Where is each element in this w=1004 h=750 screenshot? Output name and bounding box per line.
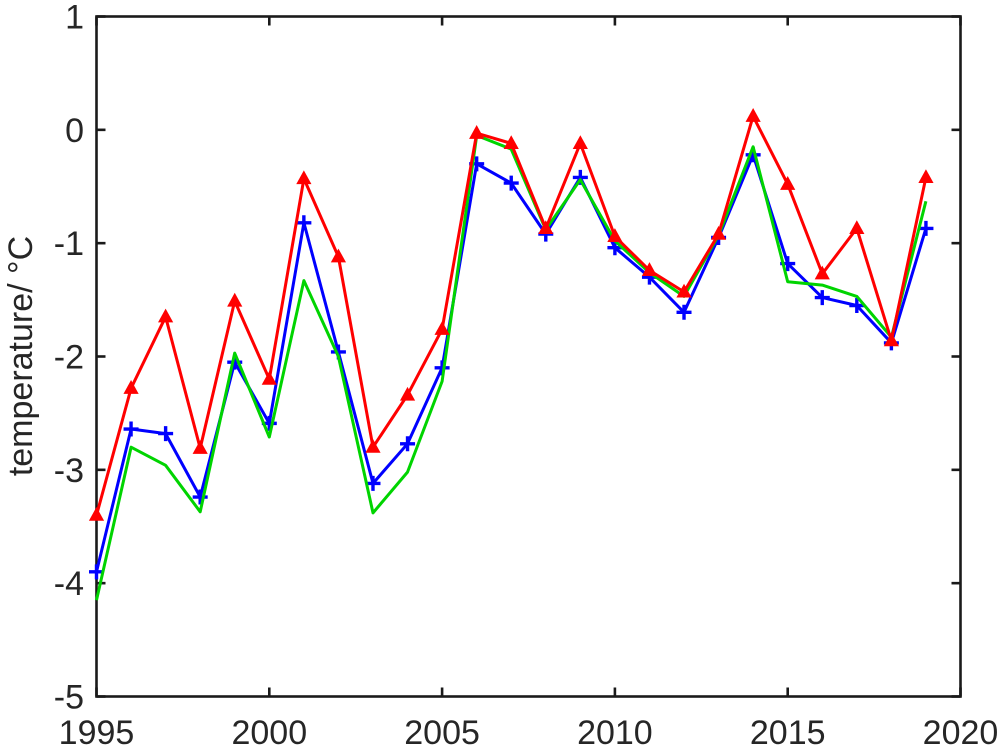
triangle-marker: [918, 169, 934, 184]
plus-marker: [400, 436, 416, 452]
y-tick-label: 1: [65, 0, 84, 37]
x-tick-label: 2000: [231, 714, 307, 750]
plus-marker: [503, 175, 519, 191]
x-tick-label: 2020: [923, 714, 999, 750]
x-tick-label: 2010: [577, 714, 653, 750]
y-tick-label: -5: [54, 679, 84, 717]
y-tick-label: 0: [65, 112, 84, 150]
triangle-marker: [607, 228, 623, 242]
red-triangle-series-markers: [88, 108, 934, 521]
y-axis-label: temperature/ °C: [2, 236, 40, 476]
x-tick-label: 1995: [59, 714, 135, 750]
triangle-marker: [365, 438, 381, 453]
x-tick-label: 2005: [404, 714, 480, 750]
triangle-marker: [469, 125, 485, 139]
plus-marker: [849, 298, 865, 313]
triangle-marker: [676, 283, 692, 298]
plus-marker: [296, 215, 312, 231]
plus-marker: [158, 426, 174, 442]
blue-plus-series-markers: [89, 147, 934, 580]
plot-box: [95, 15, 962, 698]
plus-marker: [918, 220, 934, 236]
triangle-marker: [538, 220, 554, 235]
x-tick-label: 2015: [750, 714, 826, 750]
triangle-marker: [434, 321, 450, 335]
triangle-marker: [88, 506, 105, 521]
plus-marker: [676, 304, 692, 320]
triangle-marker: [261, 370, 277, 385]
triangle-marker: [158, 308, 174, 323]
y-tick-label: -4: [54, 565, 84, 603]
triangle-marker: [123, 380, 139, 394]
triangle-marker: [192, 440, 208, 454]
triangle-marker: [641, 262, 658, 276]
triangle-marker: [710, 225, 727, 240]
triangle-marker: [780, 176, 796, 190]
green-line-series-line: [95, 134, 928, 601]
plus-marker: [192, 489, 208, 505]
triangle-marker: [330, 248, 347, 263]
y-tick-label: -1: [54, 225, 84, 263]
y-tick-label: -2: [54, 339, 84, 377]
triangle-marker: [814, 265, 830, 280]
triangle-marker: [227, 292, 243, 307]
y-tick-label: -3: [54, 452, 84, 490]
triangle-marker: [296, 170, 312, 185]
plus-marker: [123, 421, 139, 437]
plus-marker: [814, 290, 830, 306]
triangle-marker: [572, 135, 588, 150]
triangle-marker: [399, 386, 416, 401]
triangle-marker: [503, 135, 519, 150]
triangle-marker: [883, 332, 899, 347]
triangle-marker: [849, 220, 865, 235]
triangle-marker: [745, 108, 761, 122]
